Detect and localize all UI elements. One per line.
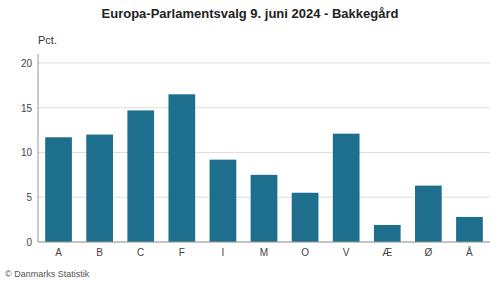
bar [415, 186, 442, 242]
x-axis-line [38, 242, 490, 243]
x-tick-label: F [179, 247, 185, 258]
x-axis: ABCFIMOVÆØÅ [55, 246, 473, 258]
x-tick-label: A [55, 247, 62, 258]
title: Europa-Parlamentsvalg 9. juni 2024 - Bak… [102, 6, 399, 21]
x-tick-label: Ø [424, 247, 432, 258]
bar [251, 175, 278, 242]
grid-line [38, 242, 490, 243]
x-tick-label: O [301, 247, 309, 258]
y-tick-label: 15 [21, 103, 33, 114]
chart: Europa-Parlamentsvalg 9. juni 2024 - Bak… [0, 0, 500, 282]
grid-line [38, 62, 490, 63]
bar [333, 134, 360, 242]
bar [45, 137, 72, 242]
y-label: Pct. [38, 34, 57, 46]
bar [374, 225, 401, 242]
y-tick-label: 10 [21, 147, 33, 158]
bar [127, 110, 154, 242]
x-tick-label: Æ [382, 247, 392, 258]
y-axis: 0 5 10 15 20 [21, 58, 490, 248]
y-axis-line [38, 54, 39, 242]
bar [168, 94, 195, 242]
footer: © Danmarks Statistik [5, 269, 90, 279]
x-tick-label: C [137, 247, 144, 258]
x-tick-label: B [96, 247, 103, 258]
grid-line [38, 107, 490, 108]
x-tick-label: Å [466, 246, 473, 258]
bars [45, 94, 483, 242]
y-tick-label: 0 [26, 237, 32, 248]
y-tick-label: 5 [26, 192, 32, 203]
bar [456, 217, 483, 242]
x-tick-label: M [260, 247, 268, 258]
x-tick-label: I [222, 247, 225, 258]
bar [86, 135, 113, 242]
bar [210, 160, 237, 242]
bar [292, 193, 319, 242]
x-tick-label: V [343, 247, 350, 258]
y-tick-label: 20 [21, 58, 33, 69]
